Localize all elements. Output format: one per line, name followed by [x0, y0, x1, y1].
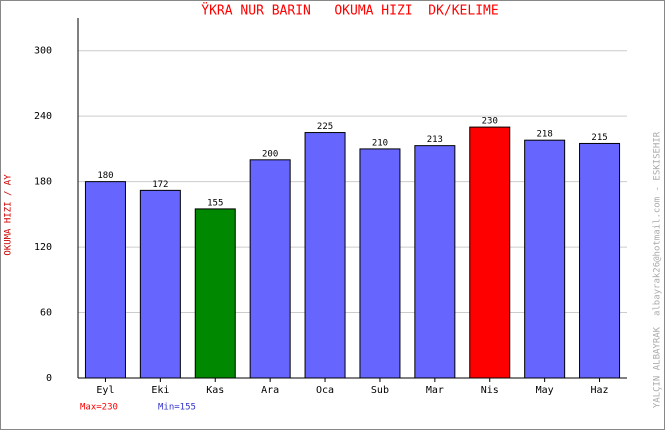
value-label: 230	[482, 117, 498, 127]
chart-title: ŸKRA NUR BARIN OKUMA HIZI DK/KELIME	[201, 3, 498, 19]
y-tick-label: 60	[40, 308, 52, 319]
x-tick-label: Mar	[426, 385, 444, 396]
value-label: 215	[591, 133, 607, 143]
value-label: 200	[262, 149, 278, 159]
y-tick-label: 0	[46, 373, 52, 384]
x-tick-label: Oca	[316, 385, 334, 396]
min-label: Min=155	[158, 403, 196, 413]
x-tick-label: Haz	[591, 385, 609, 396]
bar	[139, 189, 181, 379]
bar	[304, 132, 346, 379]
bar	[194, 208, 236, 379]
x-tick-label: Eyl	[96, 385, 114, 396]
bar	[359, 148, 401, 379]
value-label: 172	[152, 180, 168, 190]
x-tick-label: Sub	[371, 385, 389, 396]
bar	[469, 126, 511, 379]
x-tick-label: Kas	[206, 385, 224, 396]
side-note: YALÇIN ALBAYRAK albayrak26@hotmail.com -…	[653, 131, 663, 408]
value-label: 210	[372, 138, 388, 148]
value-label: 155	[207, 198, 223, 208]
value-label: 218	[537, 130, 553, 140]
value-label: 225	[317, 122, 333, 132]
value-label: 213	[427, 135, 443, 145]
y-tick-label: 120	[34, 242, 52, 253]
bar	[84, 181, 126, 379]
bar	[579, 142, 621, 379]
y-tick-label: 240	[34, 111, 52, 122]
max-label: Max=230	[80, 403, 118, 413]
bar	[524, 139, 566, 379]
y-axis-label: OKUMA HIZI / AY	[4, 174, 14, 256]
x-tick-label: May	[536, 385, 554, 396]
bar	[249, 159, 291, 379]
x-tick-label: Ara	[261, 385, 279, 396]
value-label: 180	[97, 171, 113, 181]
x-tick-label: Nis	[481, 385, 499, 396]
x-tick-label: Eki	[151, 385, 169, 396]
bar	[414, 145, 456, 379]
y-tick-label: 300	[34, 46, 52, 57]
y-tick-label: 180	[34, 177, 52, 188]
